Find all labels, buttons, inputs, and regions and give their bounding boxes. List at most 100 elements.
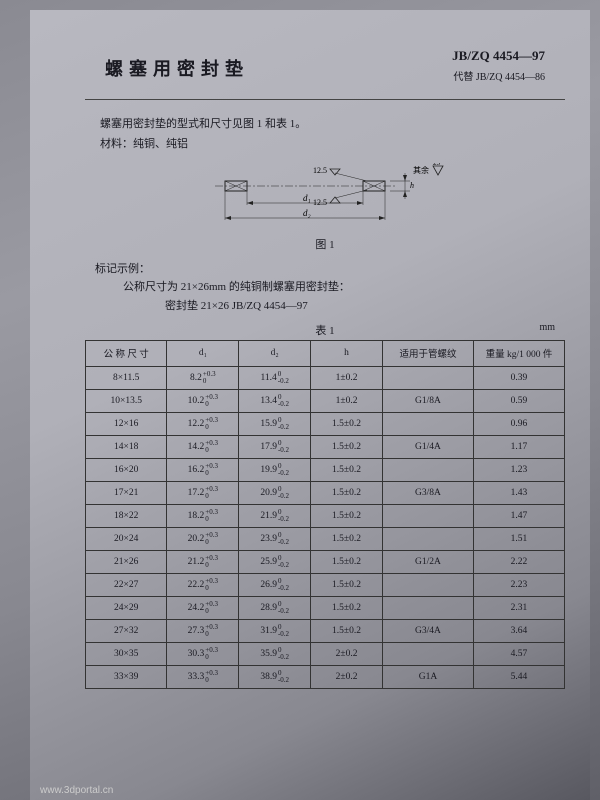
table-row: 16×2016.2+0.3019.90-0.21.5±0.2 1.23 [86, 458, 565, 481]
cell-wt: 2.22 [473, 550, 564, 573]
cell-pipe [382, 412, 473, 435]
col-d1: d₁ [167, 340, 239, 366]
table-row: 24×2924.2+0.3028.90-0.21.5±0.22.31 [86, 596, 565, 619]
cell: 28.90-0.2 [239, 596, 311, 619]
cell-pipe [382, 527, 473, 550]
cell-h: 1.5±0.2 [311, 573, 383, 596]
col-pipe: 适用于管螺纹 [382, 340, 473, 366]
cell-h: 2±0.2 [311, 642, 383, 665]
cell-wt: 1.23 [473, 458, 564, 481]
cell-h: 1±0.2 [311, 389, 383, 412]
cell-h: 1.5±0.2 [311, 619, 383, 642]
table-row: 14×1814.2+0.3017.90-0.21.5±0.2G1/4A1.17 [86, 435, 565, 458]
page-title: 螺塞用密封垫 [105, 55, 249, 81]
figure-caption: 图 1 [185, 236, 465, 252]
cell-wt: 1.51 [473, 527, 564, 550]
standard-supersedes: 代替 JB/ZQ 4454—86 [453, 68, 545, 83]
table-caption: 表 1 mm [85, 322, 565, 338]
example-line: 密封垫 21×26 JB/ZQ 4454—97 [165, 297, 565, 316]
cell: 21.90-0.2 [239, 504, 311, 527]
marking-example: 标记示例： 公称尺寸为 21×26mm 的纯铜制螺塞用密封垫： 密封垫 21×2… [95, 260, 565, 316]
cell: 8.2+0.30 [167, 366, 239, 389]
cell-h: 1.5±0.2 [311, 527, 383, 550]
cell-pipe: G3/8A [382, 481, 473, 504]
cell-h: 1.5±0.2 [311, 458, 383, 481]
intro-line: 螺塞用密封垫的型式和尺寸见图 1 和表 1。 [100, 115, 565, 135]
example-line: 公称尺寸为 21×26mm 的纯铜制螺塞用密封垫： [123, 278, 565, 297]
cell-pipe: G3/4A [382, 619, 473, 642]
cell-wt: 2.23 [473, 573, 564, 596]
cell-wt: 0.59 [473, 389, 564, 412]
cell-wt: 4.57 [473, 642, 564, 665]
cell-wt: 1.17 [473, 435, 564, 458]
cell-wt: 3.64 [473, 619, 564, 642]
cell-h: 1.5±0.2 [311, 596, 383, 619]
cell-nom: 16×20 [86, 458, 167, 481]
cell: 17.2+0.30 [167, 481, 239, 504]
cell-pipe: G1/8A [382, 389, 473, 412]
dimensions-table: 公 称 尺 寸 d₁ d₂ h 适用于管螺纹 重量 kg/1 000 件 8×1… [85, 340, 565, 689]
table-row: 22×2722.2+0.3026.90-0.21.5±0.22.23 [86, 573, 565, 596]
table-row: 20×2420.2+0.3023.90-0.21.5±0.21.51 [86, 527, 565, 550]
cell-pipe [382, 458, 473, 481]
figure-1: d₁ d₂ 12.5 h 其余 25 12.5 图 1 [185, 163, 465, 252]
other-label: 其余 [413, 165, 429, 175]
table-row: 12×1612.2+0.3015.90-0.21.5±0.20.96 [86, 412, 565, 435]
cell-h: 1.5±0.2 [311, 412, 383, 435]
intro-line: 材料：纯铜、纯铝 [100, 135, 565, 155]
ra-label: 12.5 [313, 166, 327, 175]
cell: 20.2+0.30 [167, 527, 239, 550]
cell: 11.40-0.2 [239, 366, 311, 389]
cell-pipe: G1/2A [382, 550, 473, 573]
cell: 17.90-0.2 [239, 435, 311, 458]
cell: 20.90-0.2 [239, 481, 311, 504]
example-label: 标记示例： [95, 260, 565, 279]
cell-pipe [382, 573, 473, 596]
cell-nom: 17×21 [86, 481, 167, 504]
cell-nom: 12×16 [86, 412, 167, 435]
col-weight: 重量 kg/1 000 件 [473, 340, 564, 366]
cell: 10.2+0.30 [167, 389, 239, 412]
cell: 26.90-0.2 [239, 573, 311, 596]
standard-code: JB/ZQ 4454—97 [452, 48, 545, 64]
cell-nom: 21×26 [86, 550, 167, 573]
cell: 23.90-0.2 [239, 527, 311, 550]
intro-text: 螺塞用密封垫的型式和尺寸见图 1 和表 1。 材料：纯铜、纯铝 [100, 115, 565, 155]
cell: 38.90-0.2 [239, 665, 311, 688]
table-row: 17×2117.2+0.3020.90-0.21.5±0.2G3/8A1.43 [86, 481, 565, 504]
cell: 12.2+0.30 [167, 412, 239, 435]
cell-nom: 24×29 [86, 596, 167, 619]
cell-nom: 33×39 [86, 665, 167, 688]
table-body: 8×11.58.2+0.3011.40-0.21±0.20.3910×13.51… [86, 366, 565, 688]
table-row: 27×3227.3+0.3031.90-0.21.5±0.2G3/4A3.64 [86, 619, 565, 642]
cell: 25.90-0.2 [239, 550, 311, 573]
h-label: h [410, 181, 414, 190]
cell: 19.90-0.2 [239, 458, 311, 481]
cell-wt: 5.44 [473, 665, 564, 688]
table-header-row: 公 称 尺 寸 d₁ d₂ h 适用于管螺纹 重量 kg/1 000 件 [86, 340, 565, 366]
table-row: 21×2621.2+0.3025.90-0.21.5±0.2G1/2A2.22 [86, 550, 565, 573]
cell-h: 1.5±0.2 [311, 435, 383, 458]
cell-nom: 22×27 [86, 573, 167, 596]
cell-pipe [382, 642, 473, 665]
cell-wt: 1.43 [473, 481, 564, 504]
cell: 14.2+0.30 [167, 435, 239, 458]
d2-label: d₂ [303, 208, 311, 218]
cell: 16.2+0.30 [167, 458, 239, 481]
cell: 15.90-0.2 [239, 412, 311, 435]
table-row: 30×3530.3+0.3035.90-0.22±0.24.57 [86, 642, 565, 665]
header: 螺塞用密封垫 JB/ZQ 4454—97 代替 JB/ZQ 4454—86 [85, 40, 565, 100]
document-page: 螺塞用密封垫 JB/ZQ 4454—97 代替 JB/ZQ 4454—86 螺塞… [30, 10, 590, 800]
cell-nom: 10×13.5 [86, 389, 167, 412]
d1-label: d₁ [303, 193, 311, 203]
ra-other: 25 [433, 163, 441, 167]
cell: 21.2+0.30 [167, 550, 239, 573]
gasket-diagram: d₁ d₂ 12.5 h 其余 25 12.5 [185, 163, 465, 233]
cell: 31.90-0.2 [239, 619, 311, 642]
cell-wt: 1.47 [473, 504, 564, 527]
cell-wt: 0.39 [473, 366, 564, 389]
cell-h: 2±0.2 [311, 665, 383, 688]
table-caption-text: 表 1 [315, 325, 334, 337]
cell: 13.40-0.2 [239, 389, 311, 412]
cell: 33.3+0.30 [167, 665, 239, 688]
